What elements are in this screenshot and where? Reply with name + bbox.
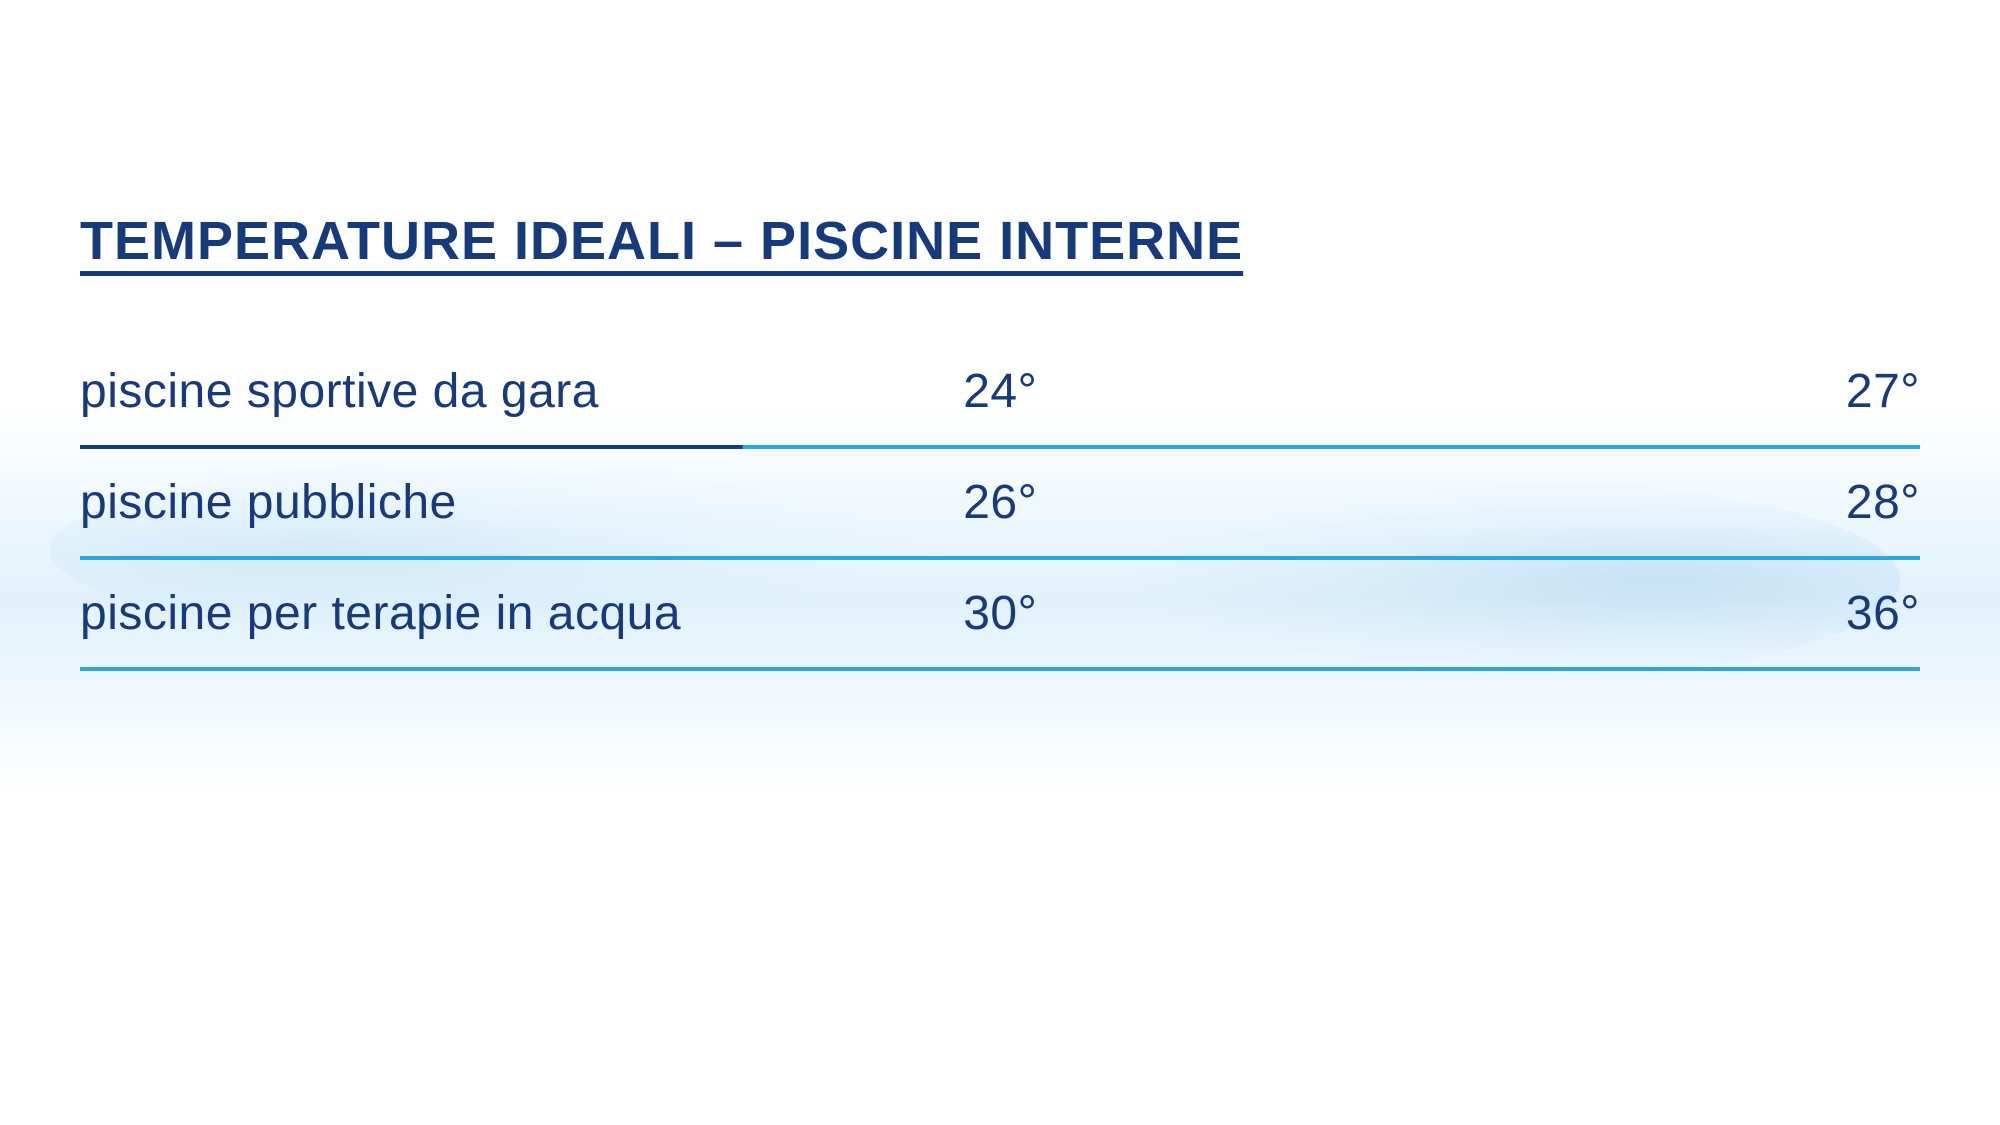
temp-max-value: 36° bbox=[1442, 586, 1920, 641]
temperature-table: piscine sportive da gara 24° 27° piscine… bbox=[80, 342, 1920, 671]
pool-type-label: piscine per terapie in acqua bbox=[80, 586, 963, 641]
temp-min-value: 30° bbox=[963, 586, 1441, 641]
content-container: TEMPERATURE IDEALI – PISCINE INTERNE pis… bbox=[0, 0, 2000, 671]
pool-type-label: piscine pubbliche bbox=[80, 475, 963, 530]
temp-min-value: 24° bbox=[963, 364, 1441, 419]
temp-min-value: 26° bbox=[963, 475, 1441, 530]
pool-type-label: piscine sportive da gara bbox=[80, 364, 963, 419]
table-row: piscine sportive da gara 24° 27° bbox=[80, 342, 1920, 441]
table-row: piscine per terapie in acqua 30° 36° bbox=[80, 564, 1920, 663]
temp-max-value: 28° bbox=[1442, 475, 1920, 530]
table-row: piscine pubbliche 26° 28° bbox=[80, 453, 1920, 552]
temp-max-value: 27° bbox=[1442, 364, 1920, 419]
row-divider bbox=[80, 556, 1920, 560]
row-divider bbox=[80, 667, 1920, 671]
page-title: TEMPERATURE IDEALI – PISCINE INTERNE bbox=[80, 210, 1920, 272]
row-divider bbox=[80, 445, 1920, 449]
